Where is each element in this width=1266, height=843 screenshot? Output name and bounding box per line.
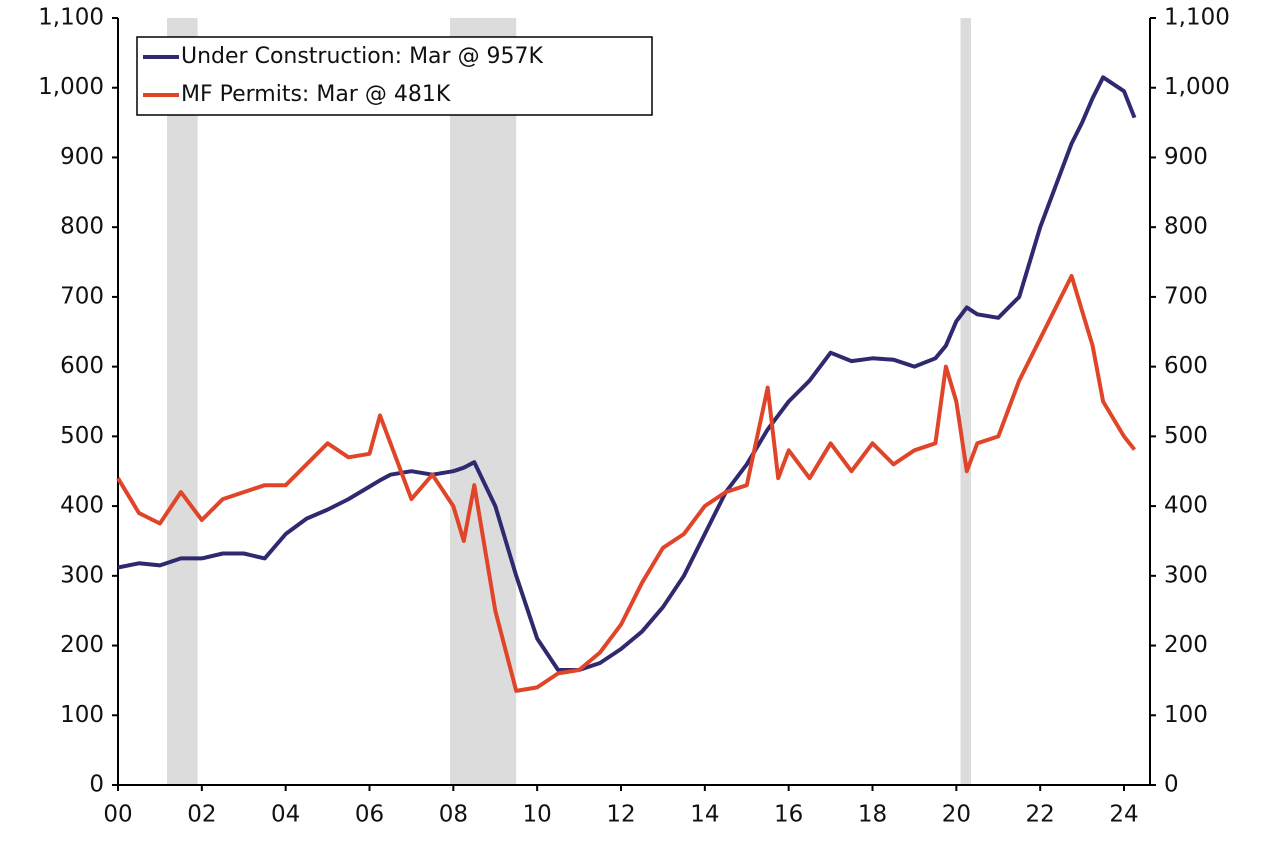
x-tick-label: 14 bbox=[690, 802, 719, 828]
y2-tick-label: 500 bbox=[1164, 423, 1208, 449]
y2-tick-label: 400 bbox=[1164, 493, 1208, 519]
y-tick-label: 300 bbox=[60, 562, 104, 588]
x-tick-label: 08 bbox=[439, 802, 468, 828]
y2-tick-label: 200 bbox=[1164, 632, 1208, 658]
x-tick-label: 22 bbox=[1026, 802, 1055, 828]
y-tick-label: 1,000 bbox=[38, 74, 104, 100]
y2-tick-label: 600 bbox=[1164, 353, 1208, 379]
legend-box bbox=[136, 36, 653, 116]
y-tick-label: 200 bbox=[60, 632, 104, 658]
y-tick-label: 600 bbox=[60, 353, 104, 379]
legend-label: MF Permits: Mar @ 481K bbox=[181, 82, 451, 107]
y-tick-label: 0 bbox=[89, 772, 104, 798]
x-tick-label: 12 bbox=[606, 802, 635, 828]
y2-tick-label: 1,100 bbox=[1164, 5, 1230, 31]
y-tick-label: 800 bbox=[60, 214, 104, 240]
y2-tick-label: 700 bbox=[1164, 283, 1208, 309]
series-line bbox=[116, 274, 1137, 693]
y2-tick-label: 1,000 bbox=[1164, 74, 1230, 100]
y-tick-label: 100 bbox=[60, 702, 104, 728]
y-tick-label: 1,100 bbox=[38, 5, 104, 31]
recession-band bbox=[449, 18, 517, 785]
x-tick-label: 18 bbox=[858, 802, 887, 828]
x-tick-label: 16 bbox=[774, 802, 803, 828]
x-tick-label: 24 bbox=[1109, 802, 1138, 828]
x-tick-label: 00 bbox=[103, 802, 132, 828]
y-tick-label: 500 bbox=[60, 423, 104, 449]
x-tick-label: 02 bbox=[187, 802, 216, 828]
x-tick-label: 06 bbox=[355, 802, 384, 828]
x-tick-label: 04 bbox=[271, 802, 300, 828]
legend-label: Under Construction: Mar @ 957K bbox=[181, 44, 544, 69]
y-tick-label: 900 bbox=[60, 144, 104, 170]
x-tick-label: 10 bbox=[523, 802, 552, 828]
series-line bbox=[117, 75, 1137, 672]
y2-tick-label: 300 bbox=[1164, 562, 1208, 588]
recession-band bbox=[167, 18, 198, 785]
y2-tick-label: 900 bbox=[1164, 144, 1208, 170]
y-tick-label: 700 bbox=[60, 283, 104, 309]
y2-tick-label: 100 bbox=[1164, 702, 1208, 728]
x-tick-label: 20 bbox=[942, 802, 971, 828]
y2-tick-label: 800 bbox=[1164, 214, 1208, 240]
y-tick-label: 400 bbox=[60, 493, 104, 519]
recession-band bbox=[960, 18, 972, 785]
y2-tick-label: 0 bbox=[1164, 772, 1179, 798]
